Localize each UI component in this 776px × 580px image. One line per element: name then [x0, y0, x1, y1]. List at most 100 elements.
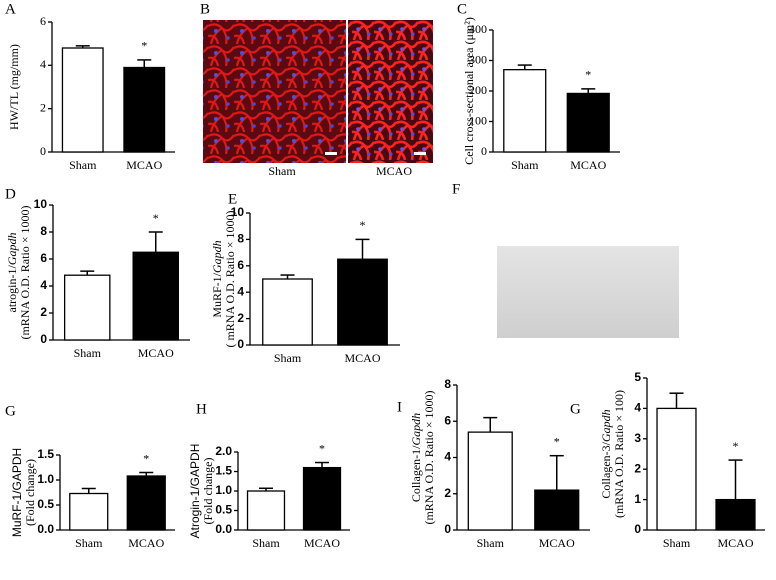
significance-marker: *	[554, 434, 560, 448]
bar	[61, 47, 104, 153]
y-tick-label: 200	[469, 83, 487, 97]
y-tick-label: 0	[444, 522, 451, 536]
bar	[262, 278, 313, 346]
x-tick-label: Sham	[477, 536, 505, 550]
x-tick-label: Sham	[274, 351, 302, 365]
y-tick-label: 1	[634, 492, 641, 506]
bar-chart: I 0 2 4 6 8 Collagen-1/Gapdh (mRNA O.D. Ratio ×…	[397, 377, 590, 550]
y-tick-label: 6	[40, 14, 46, 28]
y-label-gene: Gapdh	[409, 413, 423, 446]
x-tick-label: MCAO	[539, 536, 575, 550]
panel-b: B Sham MCAO	[200, 1, 433, 178]
y-tick-label: 6	[237, 258, 244, 272]
panel-letter: G	[5, 403, 16, 419]
y-axis-label: (Fold change)	[201, 458, 215, 525]
y-axis-label: (mRNA O.D. Ratio × 100)	[612, 390, 626, 518]
y-label-text: Atrogin-1/GAPDH	[188, 444, 202, 539]
y-tick-label: 3	[634, 431, 641, 445]
x-tick-label: Sham	[74, 346, 102, 360]
y-tick-label: 2	[444, 486, 451, 500]
bar	[123, 66, 166, 153]
bar-chart: G 0 1 2 3 4 5 Collagen-3/Gapdh (mRNA O.D. Ratio …	[570, 370, 765, 550]
x-tick-label: Sham	[75, 536, 103, 550]
bar	[246, 490, 286, 531]
y-tick-label: 0	[237, 337, 244, 351]
y-tick-label: 2	[634, 461, 641, 475]
image-label: Sham	[268, 164, 296, 178]
bar	[302, 466, 342, 531]
y-label-text: Collagen-1/	[409, 445, 423, 502]
y-axis-label: Collagen-3/Gapdh	[599, 409, 613, 498]
bar-chart: G 0.0 0.5 1.0 1.5 MuRF-1/GAPDH(Fold change) Sh…	[5, 403, 175, 550]
micrograph	[348, 20, 433, 163]
significance-marker: *	[360, 218, 366, 232]
x-tick-label: MCAO	[138, 346, 174, 360]
panel-letter: D	[5, 186, 16, 202]
x-tick-label: Sham	[252, 536, 280, 550]
y-axis-label: MuRF-1/Gapdh	[210, 240, 224, 317]
panel-letter: E	[228, 191, 237, 207]
significance-marker: *	[733, 439, 739, 453]
panel-letter: I	[397, 399, 402, 415]
y-axis-label: (mRNA O.D. Ratio × 1000)	[422, 390, 436, 524]
y-label-text: Cell cross-sectional area (μm²)	[462, 17, 476, 165]
y-axis-label: Atrogin-1/GAPDH	[188, 444, 202, 539]
panel-letter: H	[196, 401, 207, 417]
x-tick-label: MCAO	[304, 536, 340, 550]
significance-marker: *	[141, 39, 147, 53]
y-label-text: atrogin-1/	[5, 265, 19, 313]
y-tick-label: 8	[40, 224, 47, 238]
bar	[69, 492, 109, 531]
y-label-gene: Gapdh	[599, 409, 613, 442]
panel-letter: F	[452, 181, 460, 197]
image-label: MCAO	[376, 164, 412, 178]
y-label-gene: Gapdh	[5, 233, 19, 266]
x-tick-label: Sham	[511, 158, 539, 172]
y-tick-label: 2.0	[215, 444, 232, 458]
x-tick-label: MCAO	[344, 351, 380, 365]
y-axis-label: Collagen-1/Gapdh	[409, 413, 423, 502]
y-tick-label: 0.5	[37, 497, 54, 511]
panel-letter: G	[570, 401, 581, 417]
y-axis-label: atrogin-1/Gapdh	[5, 233, 19, 313]
y-tick-label: 4	[237, 284, 244, 298]
significance-marker: *	[153, 211, 159, 225]
significance-marker: *	[143, 451, 149, 465]
x-tick-label: Sham	[69, 158, 97, 172]
y-tick-label: 2	[237, 311, 244, 325]
micrograph	[203, 20, 346, 163]
blot	[497, 246, 679, 338]
bar	[503, 69, 547, 153]
y-tick-label: 0	[40, 332, 47, 346]
y-tick-label: 400	[469, 22, 487, 36]
bar	[715, 498, 756, 531]
y-axis-label: Cell cross-sectional area (μm²)	[462, 17, 476, 165]
y-tick-label: 1.5	[37, 447, 54, 461]
bar	[467, 431, 513, 531]
bar-chart: D 0 2 4 6 8 10 atrogin-1/Gapdh (mRNA O.D. Ratio …	[5, 186, 190, 360]
x-tick-label: MCAO	[128, 536, 164, 550]
y-tick-label: 5	[634, 370, 641, 384]
y-tick-label: 0	[481, 144, 487, 158]
bar-chart: A 0 2 4 6 HW/TL (mg/mm) Sham MCAO *	[5, 1, 175, 172]
y-axis-label: (Fold change)	[23, 459, 37, 526]
y-tick-label: 8	[237, 232, 244, 246]
y-label-gene: Gapdh	[210, 240, 224, 273]
panel-letter: C	[457, 1, 467, 17]
x-tick-label: MCAO	[570, 158, 606, 172]
y-axis-label: ( mRNA O.D. Ratio × 1000)	[223, 210, 237, 347]
y-tick-label: 4	[634, 401, 641, 415]
y-label-text: HW/TL (mg/mm)	[7, 44, 21, 130]
bar	[337, 258, 388, 346]
y-tick-label: 0	[634, 522, 641, 536]
y-tick-label: 8	[444, 377, 451, 391]
y-tick-label: 0	[40, 144, 46, 158]
bar	[63, 274, 111, 341]
panel-f: F	[452, 181, 679, 338]
y-tick-label: 10	[34, 197, 48, 211]
scale-bar	[325, 152, 337, 155]
y-tick-label: 2	[40, 100, 46, 114]
y-label-text: MuRF-1/GAPDH	[10, 448, 24, 537]
